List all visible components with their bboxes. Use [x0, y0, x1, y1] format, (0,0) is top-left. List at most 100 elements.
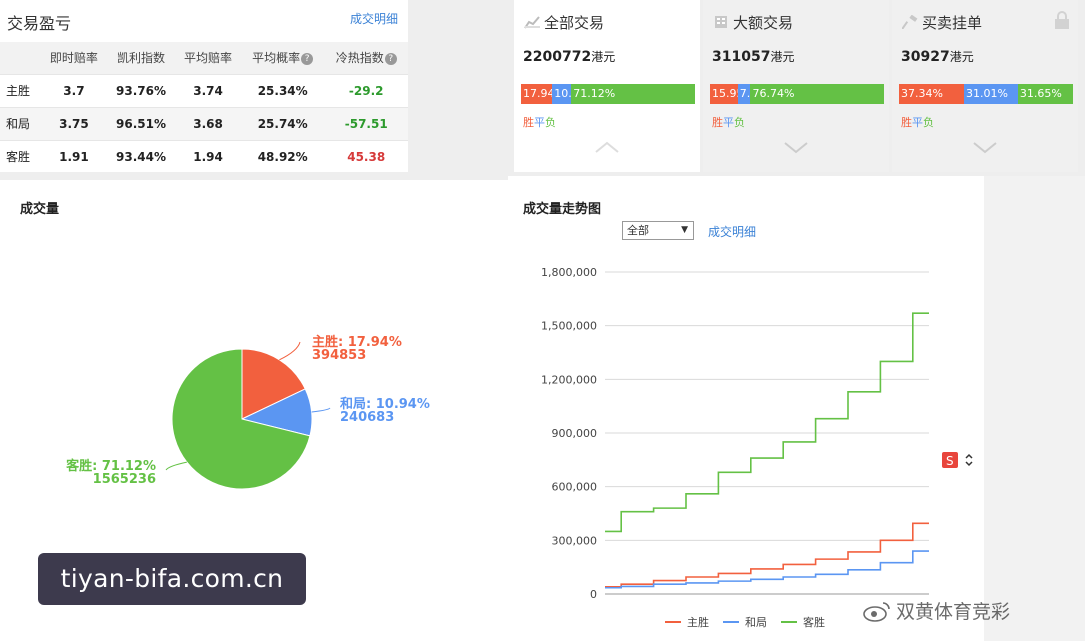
- legend-lose: 负: [923, 116, 934, 129]
- header-cell-avg-prob: 平均概率?: [240, 42, 325, 74]
- chevron-down-icon[interactable]: [783, 140, 809, 154]
- legend-win: 胜: [901, 116, 912, 129]
- legend-label: 主胜: [687, 615, 709, 629]
- cell-heat: -57.51: [324, 106, 408, 140]
- share-segment-away: 76.74%: [750, 84, 884, 104]
- y-tick-label: 900,000: [552, 427, 598, 440]
- volume-trend-chart: 1,800,000 1,500,000 1,200,000 900,000 600,00…: [541, 266, 929, 629]
- weibo-logo-icon: [863, 602, 890, 622]
- share-segment-away: 71.12%: [571, 84, 695, 104]
- share-segment-home: 17.94%: [521, 84, 553, 104]
- chart-icon: [524, 16, 540, 29]
- card-all-trades[interactable]: 全部交易 2200772港元 17.94% 10.94% 71.12% 胜平负: [514, 0, 700, 172]
- pie-slice-value: 1565236: [93, 472, 156, 487]
- header-cell-kelly: 凯利指数: [106, 42, 176, 74]
- pie-slice-label: 主胜: 17.94%: [312, 334, 402, 350]
- legend-label: 和局: [745, 616, 767, 629]
- header-cell-blank: [0, 42, 42, 74]
- trade-filter-select[interactable]: 全部 ▼: [622, 221, 694, 240]
- share-segment-draw: 10.94%: [552, 84, 572, 104]
- share-bar: 15.95% 7.31% 76.74%: [710, 84, 884, 104]
- cell-odds: 3.7: [41, 73, 107, 107]
- site-watermark: tiyan-bifa.com.cn: [38, 553, 306, 605]
- svg-text:S: S: [946, 454, 954, 468]
- table-header-row: 即时赔率 凯利指数 平均赔率 平均概率? 冷热指数?: [0, 42, 408, 74]
- cell-avg-prob: 25.74%: [240, 106, 325, 140]
- legend-draw: 平: [723, 116, 734, 129]
- card-pending-orders[interactable]: 买卖挂单 30927港元 37.34% 31.01% 31.65% 胜平负: [892, 0, 1078, 172]
- legend-lose: 负: [734, 116, 745, 129]
- pie-leader-line: [279, 341, 301, 361]
- trend-panel: 成交量走势图 全部 ▼ 成交明细 1,800,000 1,500,000 1,200,…: [508, 176, 984, 641]
- trend-panel-title: 成交量走势图: [523, 202, 602, 217]
- y-tick-label: 1,200,000: [541, 373, 597, 386]
- help-icon[interactable]: ?: [384, 52, 397, 65]
- card-large-trades[interactable]: 大额交易 311057港元 15.95% 7.31% 76.74% 胜平负: [703, 0, 889, 172]
- cell-kelly: 96.51%: [106, 106, 176, 140]
- cell-heat: -29.2: [324, 73, 408, 107]
- series-line-2: [605, 312, 929, 533]
- trade-detail-link[interactable]: 成交明细: [349, 12, 398, 26]
- building-icon: [715, 16, 727, 28]
- share-segment-home: 37.34%: [899, 84, 964, 104]
- cell-odds: 1.91: [41, 139, 107, 173]
- weibo-credit: 双黄体育竞彩: [862, 597, 1010, 624]
- profit-table-panel: 交易盈亏 成交明细 即时赔率 凯利指数 平均赔率 平均概率? 冷热指数? 主胜 …: [0, 0, 408, 173]
- y-tick-label: 1,800,000: [541, 266, 597, 279]
- pie-slice-0: [241, 348, 306, 420]
- cell-avg-odds: 3.74: [175, 73, 241, 107]
- side-strip: [984, 176, 1085, 641]
- pie-slice-value: 240683: [340, 410, 394, 425]
- trend-detail-link[interactable]: 成交明细: [708, 225, 757, 239]
- cell-kelly: 93.76%: [106, 73, 176, 107]
- row-label: 主胜: [0, 73, 42, 107]
- share-legend: 胜平负: [901, 114, 934, 130]
- share-segment-draw: 7.31%: [737, 84, 751, 104]
- cell-avg-odds: 1.94: [175, 139, 241, 173]
- y-tick-label: 0: [590, 588, 597, 601]
- pie-slice-value: 394853: [312, 348, 366, 363]
- series-line-1: [605, 550, 929, 589]
- cell-avg-prob: 48.92%: [240, 139, 325, 173]
- dropdown-arrow-icon: ▼: [681, 225, 688, 235]
- legend-label: 客胜: [803, 615, 825, 629]
- card-amount: 2200772港元: [523, 49, 616, 65]
- chevron-down-icon[interactable]: [972, 140, 998, 154]
- series-line-0: [605, 522, 929, 588]
- cell-avg-prob: 25.34%: [240, 73, 325, 107]
- volume-pie-chart: 主胜: 17.94%394853 和局: 10.94%240683 客胜: 71.1…: [66, 334, 430, 490]
- row-label: 客胜: [0, 139, 42, 173]
- profit-table: 即时赔率 凯利指数 平均赔率 平均概率? 冷热指数? 主胜 3.7 93.76%…: [0, 42, 408, 173]
- pie-slice-label: 客胜: 71.12%: [66, 458, 156, 474]
- share-segment-away: 31.65%: [1017, 84, 1073, 104]
- share-bar: 17.94% 10.94% 71.12%: [521, 84, 695, 104]
- header-cell-odds: 即时赔率: [41, 42, 107, 74]
- share-segment-draw: 31.01%: [963, 84, 1018, 104]
- legend-win: 胜: [712, 116, 723, 129]
- legend-win: 胜: [523, 116, 534, 129]
- pie-leader-line: [165, 461, 187, 471]
- card-amount: 30927港元: [901, 49, 974, 65]
- cell-heat: 45.38: [324, 139, 408, 173]
- pie-slice-2: [171, 348, 311, 490]
- chevron-up-icon[interactable]: [594, 140, 620, 154]
- header-cell-avg-odds: 平均赔率: [175, 42, 241, 74]
- y-tick-label: 600,000: [552, 481, 598, 494]
- card-title: 全部交易: [524, 12, 604, 33]
- lock-icon: [1055, 11, 1069, 29]
- cell-kelly: 93.44%: [106, 139, 176, 173]
- cell-odds: 3.75: [41, 106, 107, 140]
- help-icon[interactable]: ?: [301, 52, 314, 65]
- header-cell-heat: 冷热指数?: [324, 42, 408, 74]
- table-row: 客胜 1.91 93.44% 1.94 48.92% 45.38: [0, 139, 408, 173]
- hammer-icon: [902, 15, 918, 29]
- share-bar: 37.34% 31.01% 31.65%: [899, 84, 1073, 104]
- card-amount: 311057港元: [712, 49, 795, 65]
- share-segment-home: 15.95%: [710, 84, 738, 104]
- table-row: 主胜 3.7 93.76% 3.74 25.34% -29.2: [0, 73, 408, 107]
- profit-table-title: 交易盈亏: [7, 14, 72, 33]
- pie-leader-line: [311, 407, 331, 413]
- sohu-share-icon[interactable]: S: [936, 450, 980, 470]
- y-tick-label: 1,500,000: [541, 320, 597, 333]
- y-tick-label: 300,000: [552, 534, 598, 547]
